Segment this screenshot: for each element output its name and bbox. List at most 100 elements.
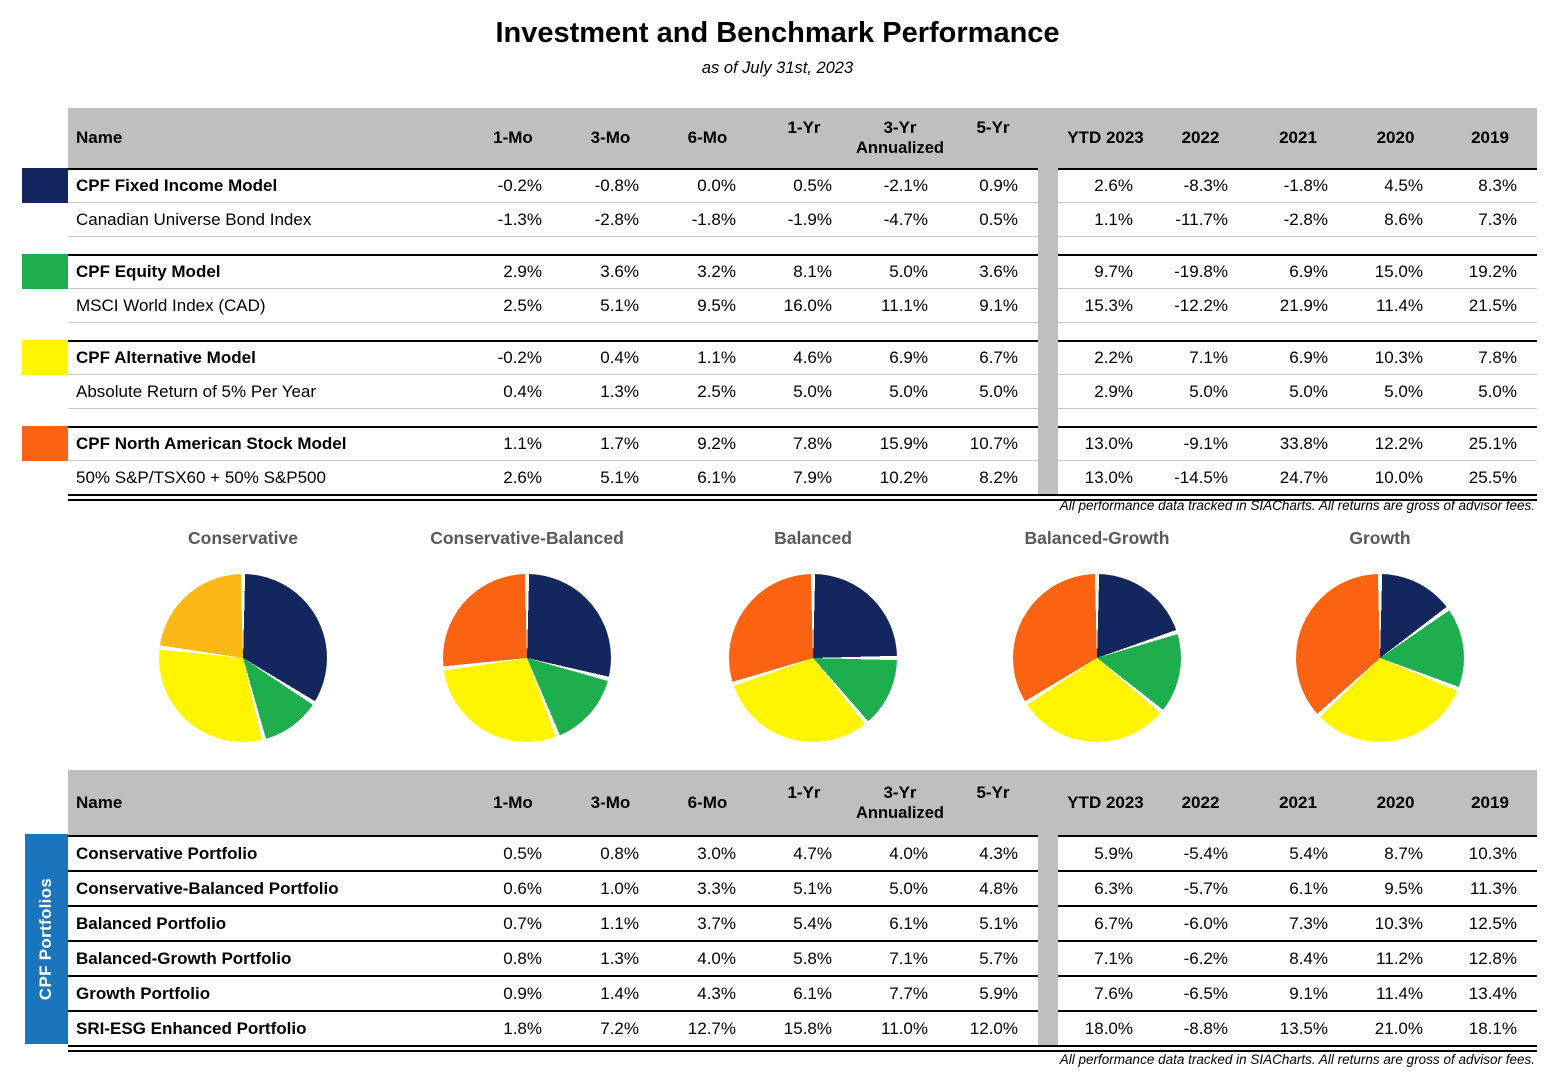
value-cell: 12.7%	[687, 1018, 736, 1038]
value-cell: 0.5%	[979, 209, 1018, 229]
value-cell: 3.6%	[600, 262, 639, 281]
value-cell: -6.2%	[1183, 948, 1228, 968]
model-color-swatch	[22, 254, 68, 289]
column-header-label: 5-Yr	[976, 782, 1010, 802]
value-cell: 8.4%	[1289, 948, 1328, 968]
value-cell: 0.8%	[503, 948, 542, 968]
value-cell: 19.2%	[1468, 262, 1517, 281]
value-cell: 18.0%	[1084, 1018, 1133, 1038]
value-cell: 0.4%	[503, 381, 542, 401]
row-name: MSCI World Index (CAD)	[76, 295, 266, 315]
model-row: CPF Equity Model 2.9% 3.6% 3.2% 8.1% 5.0% 3.6%…	[68, 254, 1537, 288]
value-cell: 1.1%	[697, 348, 736, 367]
column-group-divider	[1038, 770, 1058, 1045]
column-header-label: 2022	[1181, 792, 1220, 812]
pie-chart-conservative	[159, 574, 327, 742]
value-cell: -0.8%	[594, 176, 639, 195]
value-cell: 5.9%	[979, 983, 1018, 1003]
column-header-label: Name	[76, 792, 123, 812]
column-header-name: Name	[68, 108, 464, 168]
column-header-label: 1-Yr	[787, 118, 821, 137]
table-bottom-double-border	[68, 1045, 1537, 1052]
value-cell: 7.8%	[1478, 348, 1517, 367]
value-cell: 8.6%	[1384, 209, 1423, 229]
column-header: YTD 2023	[1058, 108, 1153, 168]
column-header-label: 3-Mo	[590, 792, 631, 812]
value-cell: 12.5%	[1468, 913, 1517, 933]
value-cell: 5.0%	[1384, 381, 1423, 401]
column-header: 3-Yr Annualized	[852, 108, 948, 168]
value-cell: 12.8%	[1468, 948, 1517, 968]
value-cell: -2.1%	[883, 176, 928, 195]
portfolio-row: Growth Portfolio 0.9% 1.4% 4.3% 6.1% 7.7% 5.9%…	[68, 975, 1537, 1010]
pie-title: Growth	[1349, 528, 1411, 548]
value-cell: 21.0%	[1374, 1018, 1423, 1038]
row-name: Conservative-Balanced Portfolio	[76, 878, 339, 898]
value-cell: 5.1%	[600, 467, 639, 487]
pie-chart-balanced	[729, 574, 897, 742]
value-cell: 2.9%	[1094, 381, 1133, 401]
portfolio-row: Balanced Portfolio 0.7% 1.1% 3.7% 5.4% 6.1% 5.…	[68, 905, 1537, 940]
value-cell: 9.2%	[697, 434, 736, 453]
value-cell: 2.6%	[503, 467, 542, 487]
column-header: 2019	[1443, 770, 1537, 835]
value-cell: -9.1%	[1183, 434, 1228, 453]
row-name: Conservative Portfolio	[76, 843, 258, 863]
value-cell: 10.3%	[1374, 913, 1423, 933]
value-cell: 9.1%	[1289, 983, 1328, 1003]
row-name: SRI-ESG Enhanced Portfolio	[76, 1018, 307, 1038]
value-cell: 18.1%	[1468, 1018, 1517, 1038]
value-cell: 5.0%	[1289, 381, 1328, 401]
table-gap-row	[68, 408, 1537, 426]
value-cell: 1.0%	[600, 878, 639, 898]
value-cell: 10.3%	[1468, 843, 1517, 863]
value-cell: 0.5%	[503, 843, 542, 863]
model-row: CPF Alternative Model -0.2% 0.4% 1.1% 4.6% 6.…	[68, 340, 1537, 374]
models-table-body: CPF Fixed Income Model -0.2% -0.8% 0.0% 0.5%…	[68, 168, 1537, 501]
column-header-label: 3-Yr	[883, 782, 917, 802]
value-cell: 13.5%	[1279, 1018, 1328, 1038]
column-header: 2021	[1248, 108, 1348, 168]
column-header-sub	[802, 138, 807, 158]
column-header-label: 2019	[1471, 128, 1509, 147]
value-cell: 12.2%	[1374, 434, 1423, 453]
value-cell: -0.2%	[497, 176, 542, 195]
value-cell: 6.1%	[889, 913, 928, 933]
value-cell: 6.9%	[1289, 262, 1328, 281]
value-cell: 11.2%	[1376, 948, 1423, 968]
value-cell: 0.4%	[600, 348, 639, 367]
portfolios-sidebar: CPF Portfolios	[25, 834, 68, 1044]
value-cell: 2.5%	[697, 381, 736, 401]
value-cell: 6.9%	[889, 348, 928, 367]
value-cell: 10.3%	[1374, 348, 1423, 367]
value-cell: -1.9%	[787, 209, 832, 229]
value-cell: 7.6%	[1094, 983, 1133, 1003]
value-cell: 4.8%	[979, 878, 1018, 898]
value-cell: 10.0%	[1374, 467, 1423, 487]
footnote: All performance data tracked in SIAChart…	[1059, 498, 1535, 513]
row-name: Balanced-Growth Portfolio	[76, 948, 292, 968]
value-cell: 7.1%	[1094, 948, 1133, 968]
portfolios-table-body: Conservative Portfolio 0.5% 0.8% 3.0% 4.7% 4.…	[68, 835, 1537, 1052]
value-cell: 15.0%	[1374, 262, 1423, 281]
column-header: 3-Mo	[562, 108, 659, 168]
portfolios-table-header: Name 1-Mo 3-Mo 6-Mo 1-Yr 3-Yr Annualized 5-Yr …	[68, 770, 1537, 835]
column-header: 2022	[1153, 770, 1248, 835]
portfolio-row: Conservative Portfolio 0.5% 0.8% 3.0% 4.7% 4.…	[68, 835, 1537, 870]
value-cell: 0.5%	[793, 176, 832, 195]
model-color-swatch	[22, 168, 68, 203]
value-cell: 21.5%	[1468, 295, 1517, 315]
column-header-label: 2022	[1181, 128, 1220, 147]
value-cell: 5.0%	[1189, 381, 1228, 401]
column-header: 1-Yr	[756, 770, 852, 835]
value-cell: 1.1%	[600, 913, 639, 933]
value-cell: -5.4%	[1183, 843, 1228, 863]
value-cell: 24.7%	[1279, 467, 1328, 487]
column-header-label: Name	[76, 128, 123, 147]
value-cell: -8.3%	[1183, 176, 1228, 195]
column-header-label: 3-Yr	[883, 118, 917, 137]
value-cell: 3.6%	[979, 262, 1018, 281]
row-name: CPF Fixed Income Model	[76, 176, 278, 195]
value-cell: 4.7%	[793, 843, 832, 863]
model-color-swatch	[22, 426, 68, 461]
